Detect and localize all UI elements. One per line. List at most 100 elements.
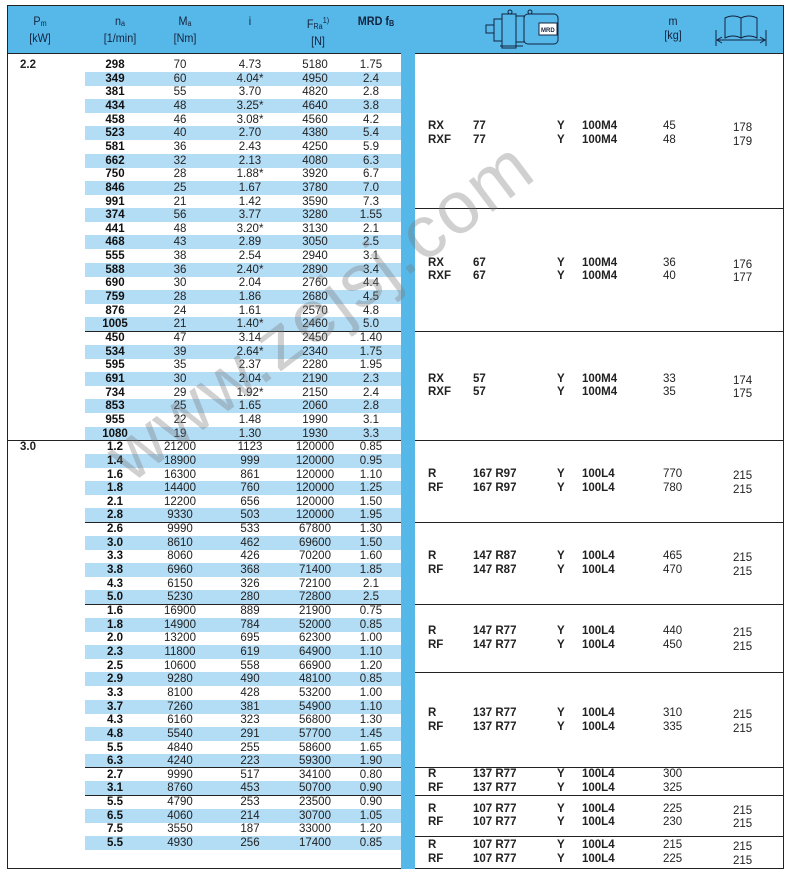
- torque-cell: 5230: [167, 591, 193, 604]
- force-cell: 1930: [302, 427, 328, 440]
- table-row: 759 28 1.86 2680 4.5: [85, 290, 401, 305]
- header-speed: na [1/min]: [93, 14, 147, 45]
- force-cell: 69600: [299, 536, 331, 549]
- ratio-cell: 1.92*: [236, 386, 264, 399]
- force-cell: 52000: [299, 618, 331, 631]
- ratio-cell: 291: [240, 727, 260, 740]
- type-cell: RXF: [428, 133, 451, 146]
- page-cell: 215: [733, 552, 753, 565]
- service-factor-cell: 0.90: [359, 782, 383, 795]
- force-cell: 3130: [302, 222, 328, 235]
- ratio-cell: 2.40*: [236, 263, 264, 276]
- ratio-cell: 656: [240, 495, 260, 508]
- power-sub: m: [40, 19, 47, 28]
- motor-cell: 100M4: [582, 133, 618, 146]
- force-cell: 120000: [295, 482, 335, 495]
- torque-cell: 22: [173, 413, 187, 426]
- motor-type-letter: Y: [557, 563, 565, 576]
- motor-cell: 100M4: [582, 256, 618, 269]
- force-cell: 2280: [302, 359, 328, 372]
- type-cell: RXF: [428, 270, 451, 283]
- table-row: 955 22 1.48 1990 3.1: [85, 413, 401, 427]
- speed-cell: 955: [105, 413, 125, 426]
- gearmotor-type-line: R 147 R87 Y 100L4 465 215: [415, 549, 784, 565]
- motor-cell: 100L4: [582, 720, 615, 733]
- ratio-cell: 1.88*: [236, 168, 264, 181]
- ratio-cell: 4.04*: [236, 72, 264, 85]
- torque-cell: 14400: [164, 482, 196, 495]
- service-factor-cell: 1.95: [359, 359, 383, 372]
- table-row: 349 60 4.04* 4950 2.4: [85, 71, 401, 86]
- ratio-cell: 2.89: [238, 236, 262, 249]
- size-cell: 57: [473, 372, 486, 385]
- table-row: 2.0 13200 695 62300 1.00: [85, 631, 401, 645]
- force-cell: 59300: [299, 755, 331, 768]
- gearmotor-type-line: RF 107 R77 Y 100L4 225 215: [415, 852, 784, 867]
- torque-cell: 47: [173, 332, 187, 344]
- force-cell: 120000: [295, 509, 335, 522]
- speed-cell: 3.7: [107, 700, 123, 713]
- ratio-cell: 187: [240, 823, 260, 836]
- mass-symbol: m: [668, 14, 678, 28]
- mass-cell: 45: [663, 120, 676, 133]
- ratio-cell: 1.48: [238, 413, 262, 426]
- type-cell: RF: [428, 720, 444, 733]
- motor-type-letter: Y: [557, 768, 565, 781]
- service-factor-cell: 2.4: [363, 72, 379, 85]
- table-row: 2.5 10600 558 66900 1.20: [85, 659, 401, 673]
- service-factor-cell: 1.10: [359, 645, 383, 658]
- power-value: 3.0: [20, 441, 36, 454]
- page-cell: 215: [733, 709, 753, 722]
- force-cell: 120000: [295, 495, 335, 508]
- mass-cell: 230: [663, 816, 683, 829]
- motor-cell: 100L4: [582, 707, 615, 720]
- motor-type-letter: Y: [557, 550, 565, 563]
- motor-type-letter: Y: [557, 802, 565, 815]
- ratio-cell: 2.70: [238, 127, 262, 140]
- ratio-cell: 2.13: [238, 154, 262, 167]
- speed-cell: 662: [105, 154, 125, 167]
- size-cell: 57: [473, 386, 486, 399]
- table-row: 1.6 16900 889 21900 0.75: [85, 604, 401, 618]
- table-row: 2.1 12200 656 120000 1.50: [85, 495, 401, 509]
- size-cell: 77: [473, 120, 486, 133]
- gearmotor-type-block: R 167 R97 Y 100L4 770 215 RF 167 R97 Y 100L4 780 21…: [415, 440, 784, 522]
- force-cell: 4820: [302, 86, 328, 99]
- ratio-cell: 1.67: [238, 181, 262, 194]
- motor-cell: 100L4: [582, 781, 615, 794]
- speed-cell: 2.8: [107, 509, 123, 522]
- group-divider: [415, 521, 784, 523]
- group-divider: [85, 767, 401, 769]
- ratio-cell: 2.54: [238, 250, 262, 263]
- service-factor-cell: 2.5: [363, 591, 379, 604]
- force-cell: 4640: [302, 99, 328, 112]
- speed-cell: 2.1: [107, 495, 123, 508]
- service-factor-cell: 1.00: [359, 632, 383, 645]
- motor-type-letter: Y: [557, 256, 565, 269]
- service-factor-cell: 5.4: [363, 127, 379, 140]
- table-row: 458 46 3.08* 4560 4.2: [85, 113, 401, 127]
- page-cell: 174: [733, 374, 753, 387]
- gearmotor-type-line: RXF 67 Y 100M4 40 177: [415, 269, 784, 284]
- table-row: 3.0 8610 462 69600 1.50: [85, 535, 401, 550]
- table-row: 690 30 2.04 2760 4.4: [85, 276, 401, 290]
- page-cell: 215: [733, 627, 753, 640]
- motor-cell: 100L4: [582, 468, 615, 481]
- type-cell: R: [428, 802, 437, 815]
- type-cell: R: [428, 839, 437, 852]
- speed-cell: 523: [105, 127, 125, 140]
- force-cell: 21900: [299, 605, 331, 617]
- table-row: 2.3 11800 619 64900 1.10: [85, 644, 401, 659]
- type-cell: RX: [428, 372, 444, 385]
- service-factor-cell: 2.1: [363, 222, 379, 235]
- force-cell: 50700: [299, 782, 331, 795]
- torque-cell: 8760: [167, 782, 193, 795]
- table-row: 4.3 6160 323 56800 1.30: [85, 713, 401, 727]
- group-divider: [415, 330, 784, 332]
- group-divider: [415, 439, 784, 441]
- speed-symbol: n: [114, 14, 121, 28]
- type-cell: RXF: [428, 386, 451, 399]
- size-cell: 77: [473, 133, 486, 146]
- torque-sub: a: [187, 19, 192, 28]
